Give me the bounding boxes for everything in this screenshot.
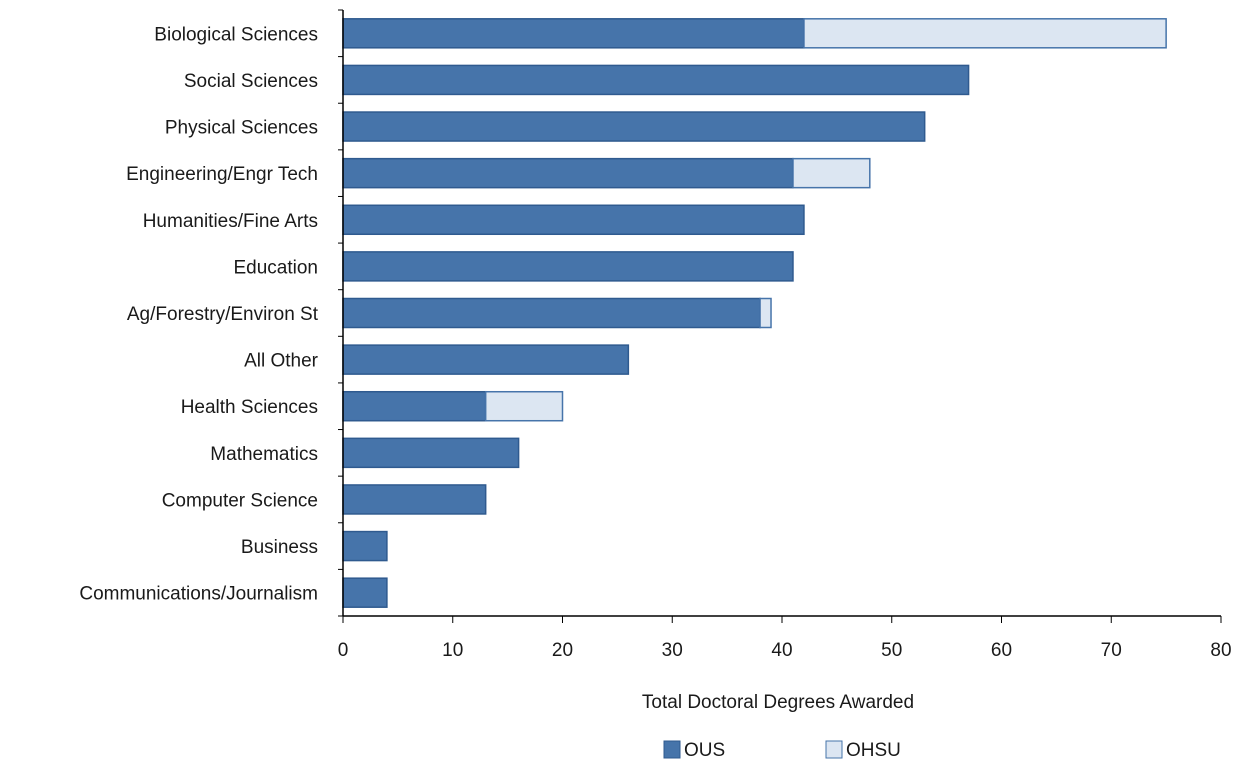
bar-ous-social-sciences: [342, 64, 970, 96]
x-tick-label-10: 10: [442, 640, 463, 661]
bar-ohsu-ag-forestry-environ-st: [759, 297, 772, 329]
bar-ous-computer-science: [342, 484, 487, 515]
axes-layer: [338, 9, 1222, 623]
bar-ohsu-engineering-engr-tech: [792, 157, 871, 189]
x-tick-label-60: 60: [991, 640, 1012, 661]
category-label-mathematics: Mathematics: [210, 444, 318, 465]
category-label-computer-science: Computer Science: [162, 490, 318, 511]
category-label-all-other: All Other: [244, 351, 319, 372]
bar-ous-business: [342, 530, 388, 562]
x-axis-title: Total Doctoral Degrees Awarded: [642, 692, 914, 713]
bar-ohsu-health-sciences: [484, 390, 564, 422]
category-label-social-sciences: Social Sciences: [184, 71, 318, 92]
category-label-ag-forestry-environ-st: Ag/Forestry/Environ St: [127, 304, 319, 325]
x-tick-label-40: 40: [771, 640, 792, 661]
bar-ous-physical-sciences: [342, 111, 926, 142]
bar-ous-all-other: [342, 344, 630, 375]
bars-layer: [342, 18, 1167, 608]
legend-swatch-ous: [663, 740, 681, 759]
bar-ous-communications-journalism: [342, 577, 388, 608]
legend-label-ohsu: OHSU: [846, 740, 901, 761]
x-tick-label-80: 80: [1210, 640, 1231, 661]
category-label-education: Education: [233, 257, 318, 278]
category-label-business: Business: [241, 537, 318, 558]
legend-label-ous: OUS: [684, 740, 725, 761]
bar-ous-engineering-engr-tech: [342, 157, 794, 189]
labels-layer: Biological Sciences Social Sciences Physic…: [79, 24, 1231, 661]
bar-ous-biological-sciences: [342, 18, 805, 49]
category-label-humanities-fine-arts: Humanities/Fine Arts: [143, 211, 318, 232]
legend: OUS OHSU: [663, 740, 901, 761]
bar-ohsu-biological-sciences: [803, 18, 1167, 49]
bar-ous-education: [342, 251, 794, 282]
bar-ous-mathematics: [342, 437, 520, 469]
bar-ous-health-sciences: [342, 390, 487, 422]
bar-ous-humanities-fine-arts: [342, 204, 805, 236]
category-label-communications-journalism: Communications/Journalism: [79, 584, 318, 605]
x-tick-label-70: 70: [1101, 640, 1122, 661]
x-tick-label-50: 50: [881, 640, 902, 661]
category-label-health-sciences: Health Sciences: [181, 397, 318, 418]
legend-swatch-ohsu: [825, 740, 843, 759]
bar-ous-ag-forestry-environ-st: [342, 297, 761, 329]
category-label-engineering-engr-tech: Engineering/Engr Tech: [126, 164, 318, 185]
x-tick-label-0: 0: [338, 640, 349, 661]
x-tick-label-20: 20: [552, 640, 573, 661]
category-label-biological-sciences: Biological Sciences: [154, 24, 318, 45]
x-tick-label-30: 30: [662, 640, 683, 661]
category-label-physical-sciences: Physical Sciences: [165, 118, 318, 139]
